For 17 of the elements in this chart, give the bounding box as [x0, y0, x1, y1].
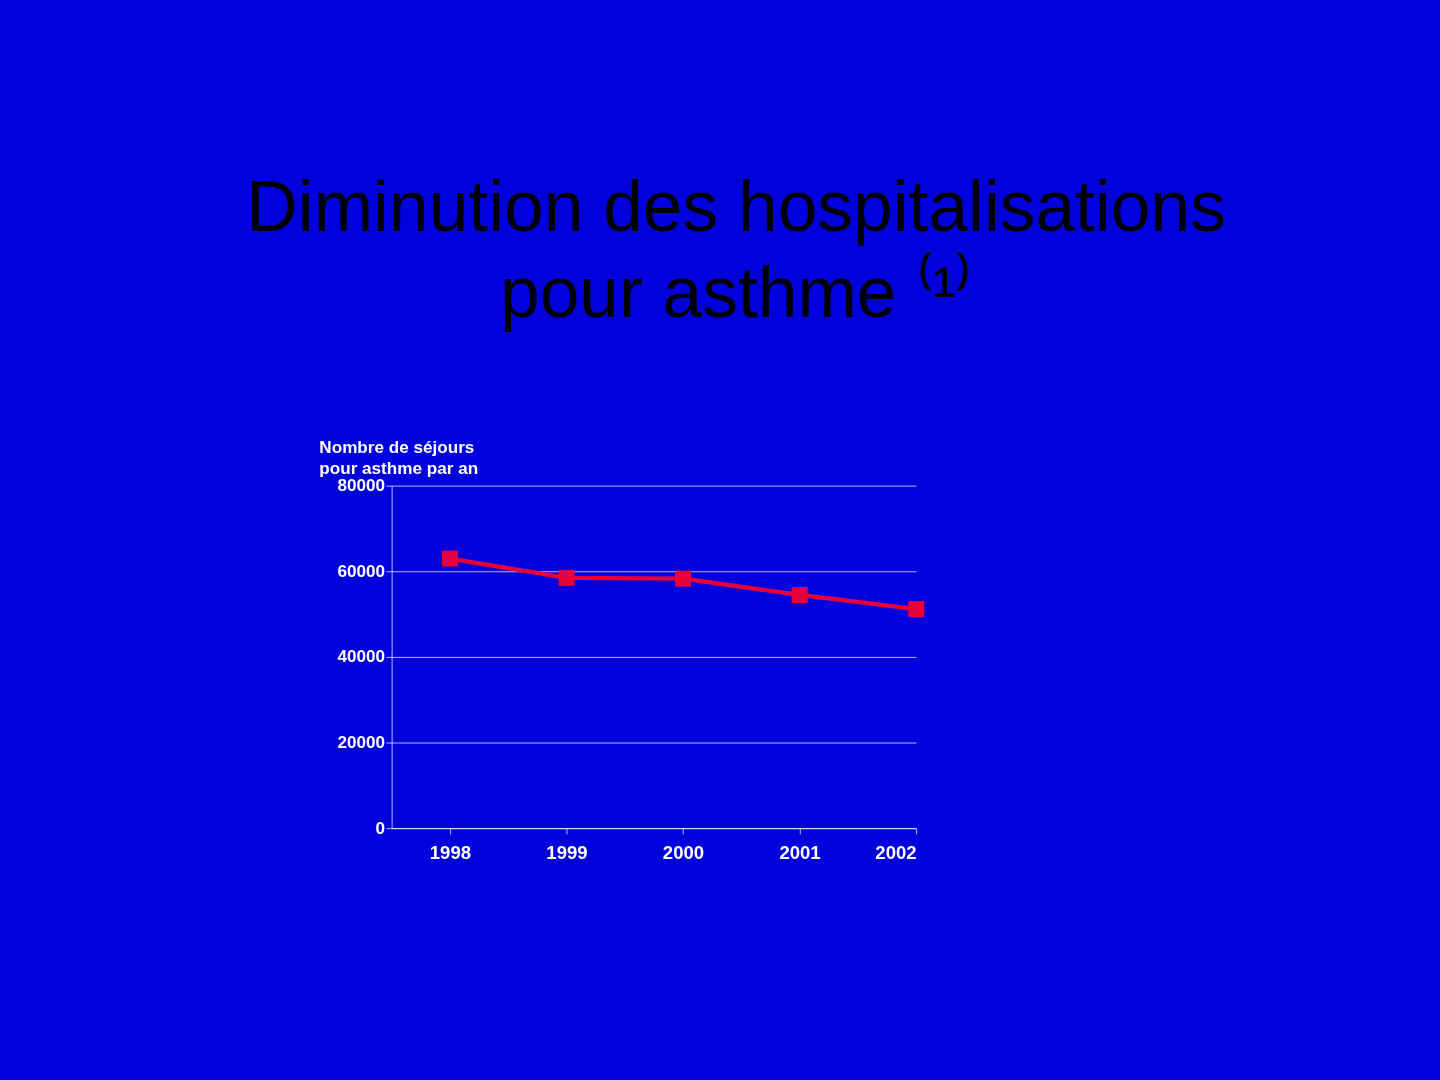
point: [675, 570, 692, 587]
chart-title: Diminution des hospitalisations pour asthme ⁽¹⁾: [246, 166, 1226, 332]
point: [442, 550, 459, 567]
y-tick-label: 80000: [337, 476, 385, 496]
x-tick-label: 2000: [662, 842, 705, 864]
y-tick-label: 60000: [337, 561, 385, 581]
point: [908, 601, 925, 618]
x-tick-label: 2001: [779, 842, 821, 864]
point: [558, 569, 575, 586]
y-axis-title: Nombre de séjours pour asthme par an: [319, 437, 479, 478]
x-tick-label: 1999: [546, 842, 588, 864]
y-tick-label: 40000: [337, 647, 385, 667]
y-tick-label: 0: [375, 818, 385, 838]
point: [791, 586, 808, 603]
y-tick-label: 20000: [337, 733, 385, 753]
x-tick-label: 2002: [875, 842, 917, 864]
x-tick-label: 1998: [429, 842, 472, 864]
